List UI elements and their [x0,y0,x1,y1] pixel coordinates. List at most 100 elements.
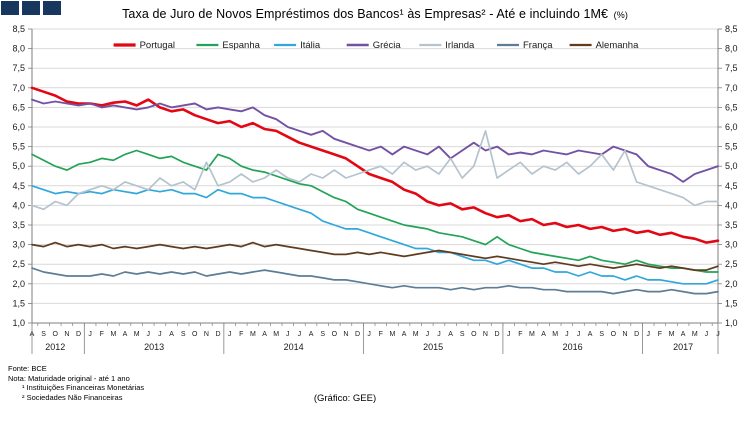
svg-text:Itália: Itália [300,40,321,51]
svg-text:5,5: 5,5 [12,142,25,152]
svg-text:7,5: 7,5 [725,63,738,73]
svg-text:M: M [390,331,396,338]
svg-text:4,5: 4,5 [725,181,738,191]
svg-text:2016: 2016 [563,342,583,352]
svg-text:J: J [147,331,151,338]
svg-text:2,0: 2,0 [12,279,25,289]
svg-text:Espanha: Espanha [222,40,260,51]
svg-text:M: M [250,331,256,338]
svg-text:S: S [320,331,325,338]
svg-text:N: N [343,331,348,338]
svg-text:J: J [577,331,581,338]
svg-text:M: M [273,331,279,338]
svg-text:Portugal: Portugal [140,40,175,51]
svg-text:J: J [228,331,232,338]
svg-text:D: D [216,331,221,338]
svg-text:J: J [158,331,162,338]
svg-text:1,0: 1,0 [725,318,738,328]
svg-text:A: A [169,331,174,338]
svg-text:D: D [634,331,639,338]
svg-text:5,5: 5,5 [725,142,738,152]
svg-text:N: N [64,331,69,338]
svg-text:J: J [437,331,441,338]
svg-text:O: O [192,331,198,338]
svg-text:3,0: 3,0 [12,240,25,250]
svg-text:S: S [599,331,604,338]
svg-text:A: A [681,331,686,338]
svg-text:2015: 2015 [423,342,443,352]
svg-text:2014: 2014 [284,342,304,352]
logo-square-icon [43,1,61,15]
svg-text:A: A [541,331,546,338]
svg-text:J: J [646,331,650,338]
footer-notes: Fonte: BCE Nota: Maturidade original - a… [8,364,144,402]
svg-text:D: D [355,331,360,338]
svg-text:J: J [705,331,709,338]
svg-text:2012: 2012 [45,342,65,352]
svg-text:F: F [379,331,383,338]
svg-text:M: M [552,331,558,338]
svg-text:7,0: 7,0 [725,83,738,93]
logo-square-icon [1,1,19,15]
svg-text:M: M [692,331,698,338]
svg-text:Alemanha: Alemanha [596,40,639,51]
svg-text:M: M [110,331,116,338]
svg-text:8,0: 8,0 [12,44,25,54]
maturity-note: Nota: Maturidade original - até 1 ano [8,373,130,383]
svg-text:O: O [332,331,338,338]
svg-text:M: M [669,331,675,338]
svg-text:4,0: 4,0 [725,200,738,210]
footnote-2: ² Sociedades Não Financeiras [22,392,123,402]
svg-text:França: França [523,40,553,51]
svg-text:A: A [309,331,314,338]
svg-text:Irlanda: Irlanda [445,40,475,51]
svg-text:S: S [41,331,46,338]
chart-title-text: Taxa de Juro de Novos Empréstimos dos Ba… [122,7,609,21]
svg-text:7,5: 7,5 [12,63,25,73]
svg-text:D: D [495,331,500,338]
svg-text:A: A [588,331,593,338]
svg-text:3,5: 3,5 [12,220,25,230]
svg-text:J: J [286,331,290,338]
svg-text:S: S [181,331,186,338]
svg-text:N: N [483,331,488,338]
svg-text:M: M [413,331,419,338]
logo [1,1,61,15]
svg-text:6,5: 6,5 [12,102,25,112]
svg-text:3,0: 3,0 [725,240,738,250]
svg-text:A: A [402,331,407,338]
svg-text:S: S [460,331,465,338]
svg-text:M: M [134,331,140,338]
svg-text:J: J [367,331,371,338]
svg-text:J: J [88,331,92,338]
chart-title: Taxa de Juro de Novos Empréstimos dos Ba… [0,7,750,21]
svg-text:3,5: 3,5 [725,220,738,230]
svg-text:2013: 2013 [144,342,164,352]
svg-text:2,0: 2,0 [725,279,738,289]
svg-text:2,5: 2,5 [12,259,25,269]
svg-text:O: O [611,331,617,338]
svg-text:7,0: 7,0 [12,83,25,93]
footnote-1: ¹ Instituições Financeiras Monetárias [22,383,145,392]
svg-text:5,0: 5,0 [12,161,25,171]
svg-text:J: J [565,331,569,338]
svg-text:J: J [298,331,302,338]
svg-text:Grécia: Grécia [373,40,402,51]
svg-text:2,5: 2,5 [725,259,738,269]
logo-square-icon [22,1,40,15]
svg-text:6,0: 6,0 [725,122,738,132]
svg-text:N: N [204,331,209,338]
svg-text:8,0: 8,0 [725,44,738,54]
svg-text:O: O [53,331,59,338]
credit-label: (Gráfico: GEE) [313,393,377,404]
svg-text:1,0: 1,0 [12,318,25,328]
svg-text:6,5: 6,5 [725,102,738,112]
svg-text:N: N [622,331,627,338]
svg-text:J: J [507,331,511,338]
svg-text:F: F [239,331,243,338]
svg-text:F: F [518,331,522,338]
svg-text:A: A [262,331,267,338]
svg-text:4,5: 4,5 [12,181,25,191]
svg-text:F: F [100,331,104,338]
svg-text:4,0: 4,0 [12,200,25,210]
